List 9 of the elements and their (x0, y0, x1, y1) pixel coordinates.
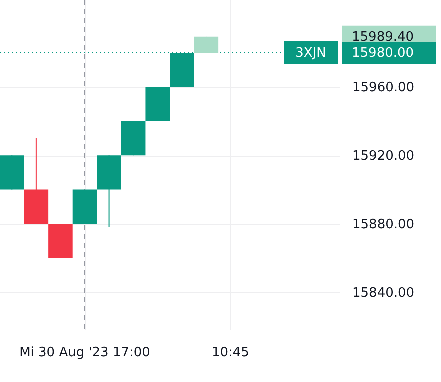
text: 15980.00 (352, 46, 414, 62)
x-tick-label: Mi 30 Aug '23 17:00 (20, 346, 150, 360)
x-tick-label: 10:45 (212, 346, 250, 360)
y-tick-label: 15840.00 (352, 286, 415, 301)
y-tick-label: 15920.00 (352, 149, 415, 164)
ref-line-label: 3XJN (296, 46, 326, 62)
y-tick-label: 15880.00 (352, 217, 415, 232)
text: 15989.40 (352, 30, 414, 45)
y-tick-label: 15960.00 (352, 80, 415, 96)
